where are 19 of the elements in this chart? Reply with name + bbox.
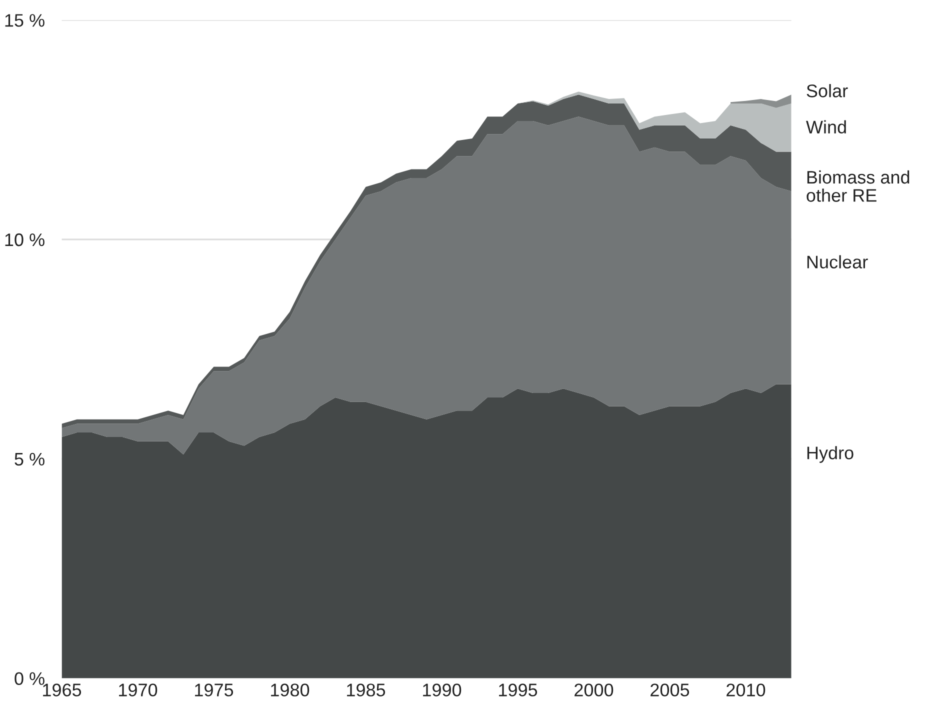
series-label: Wind [806,120,846,134]
y-tick-label: 15 % [5,14,44,27]
x-tick-label: 1995 [499,684,538,696]
y-tick-label: 10 % [5,233,44,246]
y-tick-label: 0 % [14,672,44,685]
x-tick-label: 1985 [347,684,386,696]
x-tick-label: 1965 [43,684,82,696]
series-label: Biomass and other RE [806,170,910,202]
x-tick-label: 2005 [650,684,690,696]
x-tick-label: 1975 [195,684,234,696]
series-label: Solar [806,84,848,98]
y-tick-label: 5 % [14,452,44,466]
x-tick-label: 2010 [726,684,766,696]
x-tick-label: 1990 [423,684,462,696]
x-tick-label: 2000 [574,684,614,696]
series-label: Hydro [807,446,854,463]
x-tick-label: 1970 [119,684,158,696]
series-label: Nuclear [807,255,868,268]
x-tick-label: 1980 [271,684,310,696]
